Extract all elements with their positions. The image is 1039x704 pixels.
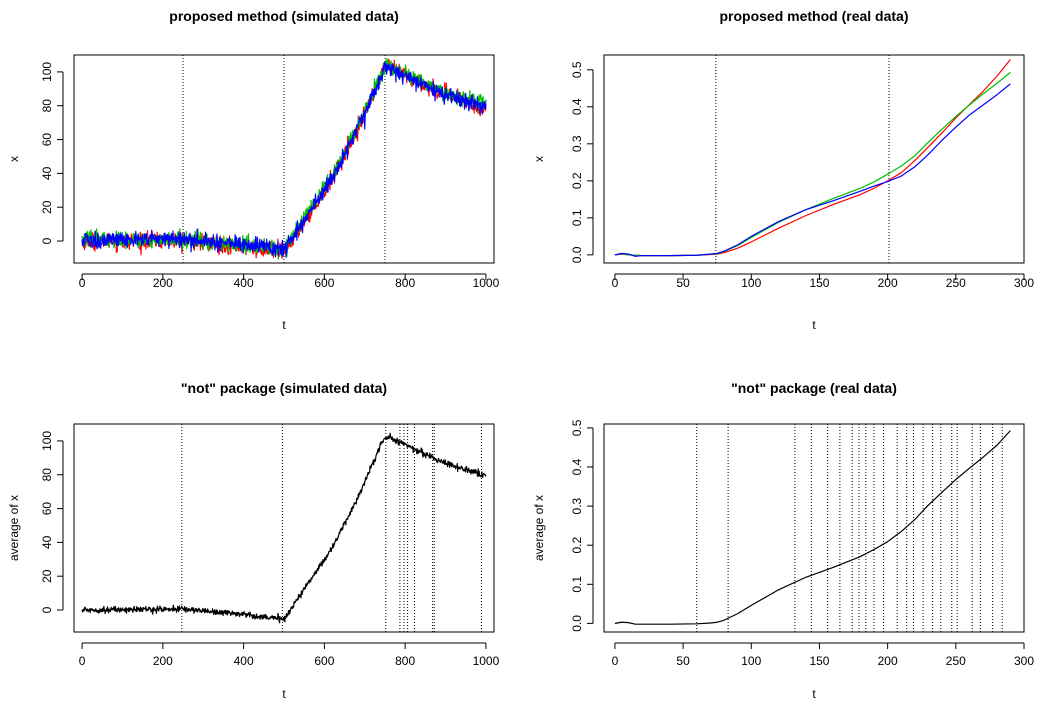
- x-tick-label: 600: [314, 276, 334, 290]
- x-tick-label: 200: [878, 276, 898, 290]
- y-tick-label: 0.1: [570, 209, 584, 226]
- y-tick-label: 40: [40, 535, 54, 549]
- x-axis-label: t: [282, 687, 286, 701]
- y-tick-label: 80: [40, 99, 54, 113]
- x-tick-label: 0: [612, 276, 619, 290]
- x-tick-label: 100: [741, 654, 761, 668]
- plot-frame: [73, 423, 495, 633]
- x-tick-label: 200: [153, 654, 173, 668]
- x-tick-label: 1000: [473, 654, 500, 668]
- x-tick-label: 400: [234, 276, 254, 290]
- x-axis-label: t: [812, 687, 816, 701]
- x-tick-label: 0: [612, 654, 619, 668]
- plot-frame: [603, 54, 1025, 264]
- x-tick-label: 200: [878, 654, 898, 668]
- series-line: [614, 71, 1011, 257]
- panel-title: proposed method (simulated data): [169, 8, 398, 24]
- y-axis-label: x: [7, 156, 21, 162]
- x-axis-label: t: [282, 318, 286, 332]
- x-tick-label: 0: [79, 654, 86, 668]
- x-tick-label: 50: [676, 276, 690, 290]
- y-tick-label: 0: [40, 606, 54, 613]
- series-line: [614, 83, 1011, 257]
- y-tick-label: 100: [40, 62, 54, 82]
- series-line: [81, 58, 487, 259]
- x-tick-label: 50: [676, 654, 690, 668]
- x-tick-label: 300: [1014, 276, 1034, 290]
- panel-proposed-simulated: proposed method (simulated data) t x 0 20…: [7, 8, 500, 332]
- x-tick-label: 800: [395, 654, 415, 668]
- panel-title: proposed method (real data): [719, 8, 908, 24]
- series-line: [614, 430, 1011, 625]
- x-tick-label: 800: [395, 276, 415, 290]
- x-tick-label: 200: [153, 276, 173, 290]
- y-tick-label: 100: [40, 431, 54, 451]
- y-tick-label: 60: [40, 133, 54, 147]
- series-line: [614, 59, 1011, 257]
- y-axis-label: average of x: [7, 495, 21, 561]
- y-tick-label: 40: [40, 166, 54, 180]
- y-tick-label: 0.0: [570, 246, 584, 263]
- x-tick-label: 0: [79, 276, 86, 290]
- y-tick-label: 60: [40, 502, 54, 516]
- x-tick-label: 300: [1014, 654, 1034, 668]
- y-tick-label: 80: [40, 468, 54, 482]
- y-tick-label: 0.4: [570, 458, 584, 475]
- y-tick-label: 20: [40, 200, 54, 214]
- series-line: [81, 61, 487, 258]
- x-tick-label: 250: [946, 276, 966, 290]
- y-tick-label: 0.3: [570, 497, 584, 514]
- x-tick-label: 600: [314, 654, 334, 668]
- y-axis-label: average of x: [532, 495, 546, 561]
- x-tick-label: 150: [809, 276, 829, 290]
- plot-frame: [603, 423, 1025, 633]
- panel-proposed-real: proposed method (real data) t x 0 50 100 15…: [532, 8, 1034, 332]
- y-tick-label: 0.2: [570, 537, 584, 554]
- y-tick-label: 0: [40, 237, 54, 244]
- panel-title: "not" package (simulated data): [181, 380, 387, 396]
- panel-not-real: "not" package (real data) t average of x…: [532, 380, 1034, 701]
- x-tick-label: 100: [741, 276, 761, 290]
- y-tick-label: 0.5: [570, 61, 584, 78]
- y-tick-label: 0.0: [570, 615, 584, 632]
- x-tick-label: 250: [946, 654, 966, 668]
- y-tick-label: 0.1: [570, 576, 584, 593]
- series-line: [81, 432, 487, 624]
- x-tick-label: 400: [234, 654, 254, 668]
- y-tick-label: 0.5: [570, 419, 584, 436]
- x-tick-label: 150: [809, 654, 829, 668]
- x-axis-label: t: [812, 318, 816, 332]
- x-tick-label: 1000: [473, 276, 500, 290]
- panel-title: "not" package (real data): [731, 380, 897, 396]
- y-axis-label: x: [532, 156, 546, 162]
- y-tick-label: 0.4: [570, 98, 584, 115]
- y-tick-label: 20: [40, 569, 54, 583]
- y-tick-label: 0.3: [570, 135, 584, 152]
- panel-not-simulated: "not" package (simulated data) t average…: [7, 380, 500, 701]
- y-tick-label: 0.2: [570, 172, 584, 189]
